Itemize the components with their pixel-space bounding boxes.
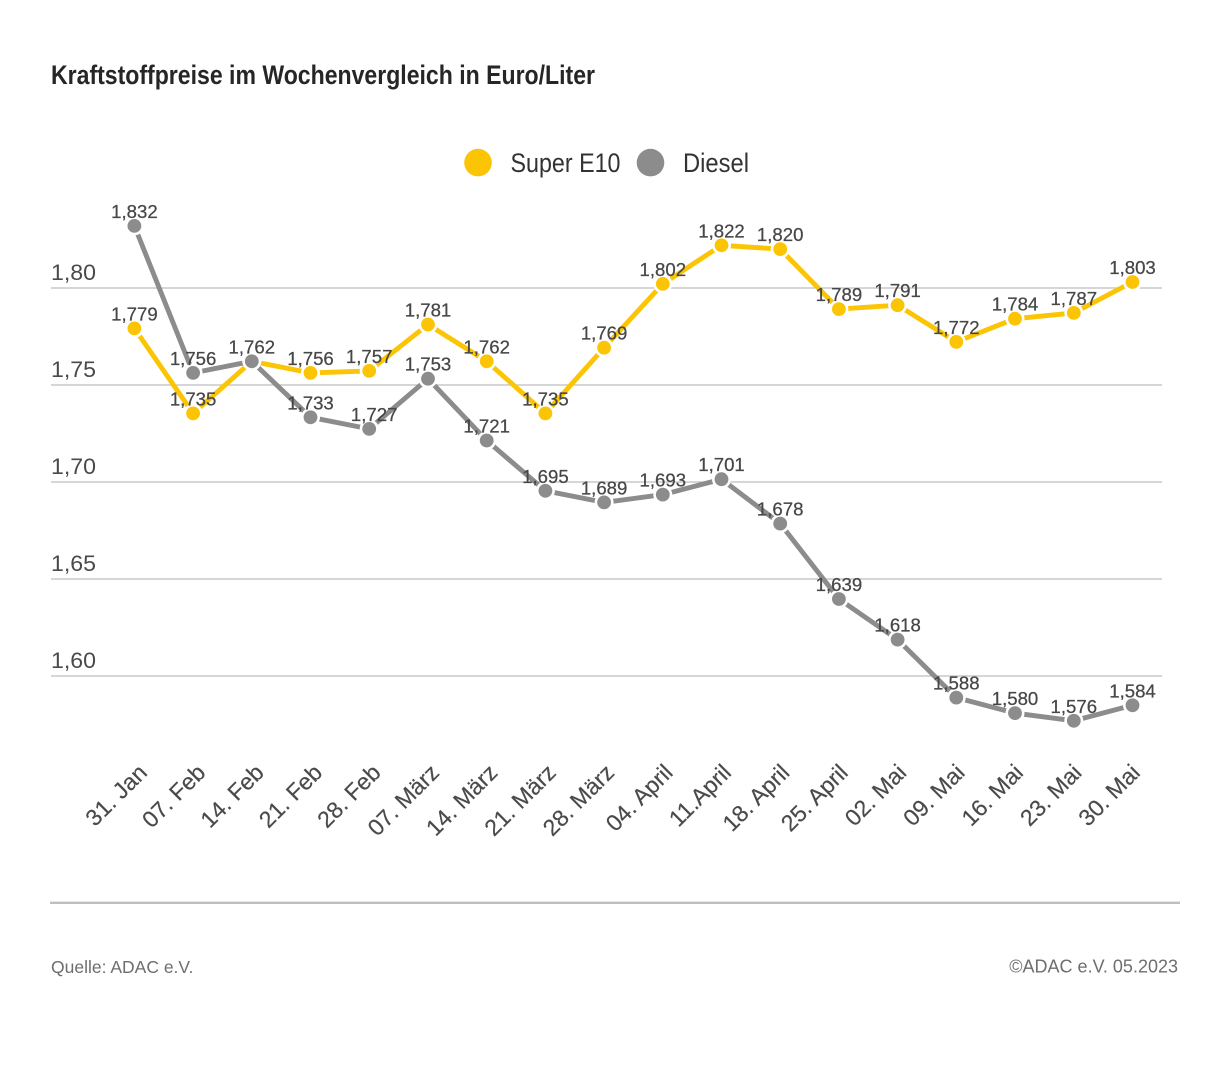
- svg-text:1,762: 1,762: [463, 336, 510, 357]
- svg-text:1,753: 1,753: [405, 354, 452, 375]
- svg-text:Super E10: Super E10: [511, 148, 621, 178]
- svg-text:1,689: 1,689: [581, 477, 628, 498]
- svg-text:1,639: 1,639: [816, 574, 863, 595]
- svg-text:1,791: 1,791: [874, 280, 921, 301]
- svg-text:1,580: 1,580: [992, 688, 1039, 709]
- svg-text:1,803: 1,803: [1109, 257, 1156, 278]
- svg-text:©ADAC e.V. 05.2023: ©ADAC e.V. 05.2023: [1009, 957, 1178, 977]
- svg-text:1,727: 1,727: [351, 404, 398, 425]
- svg-text:1,588: 1,588: [933, 673, 980, 694]
- svg-text:1,756: 1,756: [170, 348, 217, 369]
- svg-text:1,695: 1,695: [522, 466, 569, 487]
- svg-text:1,787: 1,787: [1051, 288, 1098, 309]
- svg-text:1,789: 1,789: [816, 284, 863, 305]
- svg-text:1,762: 1,762: [229, 336, 276, 357]
- svg-text:Kraftstoffpreise im Wochenverg: Kraftstoffpreise im Wochenvergleich in E…: [51, 60, 595, 90]
- svg-text:1,701: 1,701: [698, 454, 745, 475]
- svg-text:1,820: 1,820: [757, 224, 804, 245]
- svg-text:1,75: 1,75: [51, 357, 96, 382]
- svg-text:1,832: 1,832: [111, 201, 158, 222]
- svg-text:1,65: 1,65: [51, 551, 96, 576]
- svg-text:Quelle: ADAC e.V.: Quelle: ADAC e.V.: [51, 957, 193, 977]
- svg-text:1,781: 1,781: [405, 300, 452, 321]
- svg-text:1,756: 1,756: [287, 348, 334, 369]
- svg-text:1,733: 1,733: [287, 392, 334, 413]
- svg-text:1,772: 1,772: [933, 317, 980, 338]
- svg-text:1,80: 1,80: [51, 260, 96, 285]
- svg-text:1,735: 1,735: [522, 388, 569, 409]
- svg-text:1,584: 1,584: [1109, 680, 1156, 701]
- svg-text:1,70: 1,70: [51, 454, 96, 479]
- svg-text:1,678: 1,678: [757, 499, 804, 520]
- svg-text:1,693: 1,693: [640, 470, 687, 491]
- svg-text:Diesel: Diesel: [683, 148, 749, 178]
- svg-text:1,784: 1,784: [992, 294, 1039, 315]
- svg-text:1,576: 1,576: [1051, 696, 1098, 717]
- svg-text:1,779: 1,779: [111, 303, 158, 324]
- svg-text:1,735: 1,735: [170, 388, 217, 409]
- svg-text:1,60: 1,60: [51, 648, 96, 673]
- svg-text:1,802: 1,802: [640, 259, 687, 280]
- svg-text:1,822: 1,822: [698, 220, 745, 241]
- svg-text:1,757: 1,757: [346, 346, 393, 367]
- svg-text:1,618: 1,618: [874, 615, 921, 636]
- svg-text:1,769: 1,769: [581, 323, 628, 344]
- svg-text:1,721: 1,721: [463, 416, 510, 437]
